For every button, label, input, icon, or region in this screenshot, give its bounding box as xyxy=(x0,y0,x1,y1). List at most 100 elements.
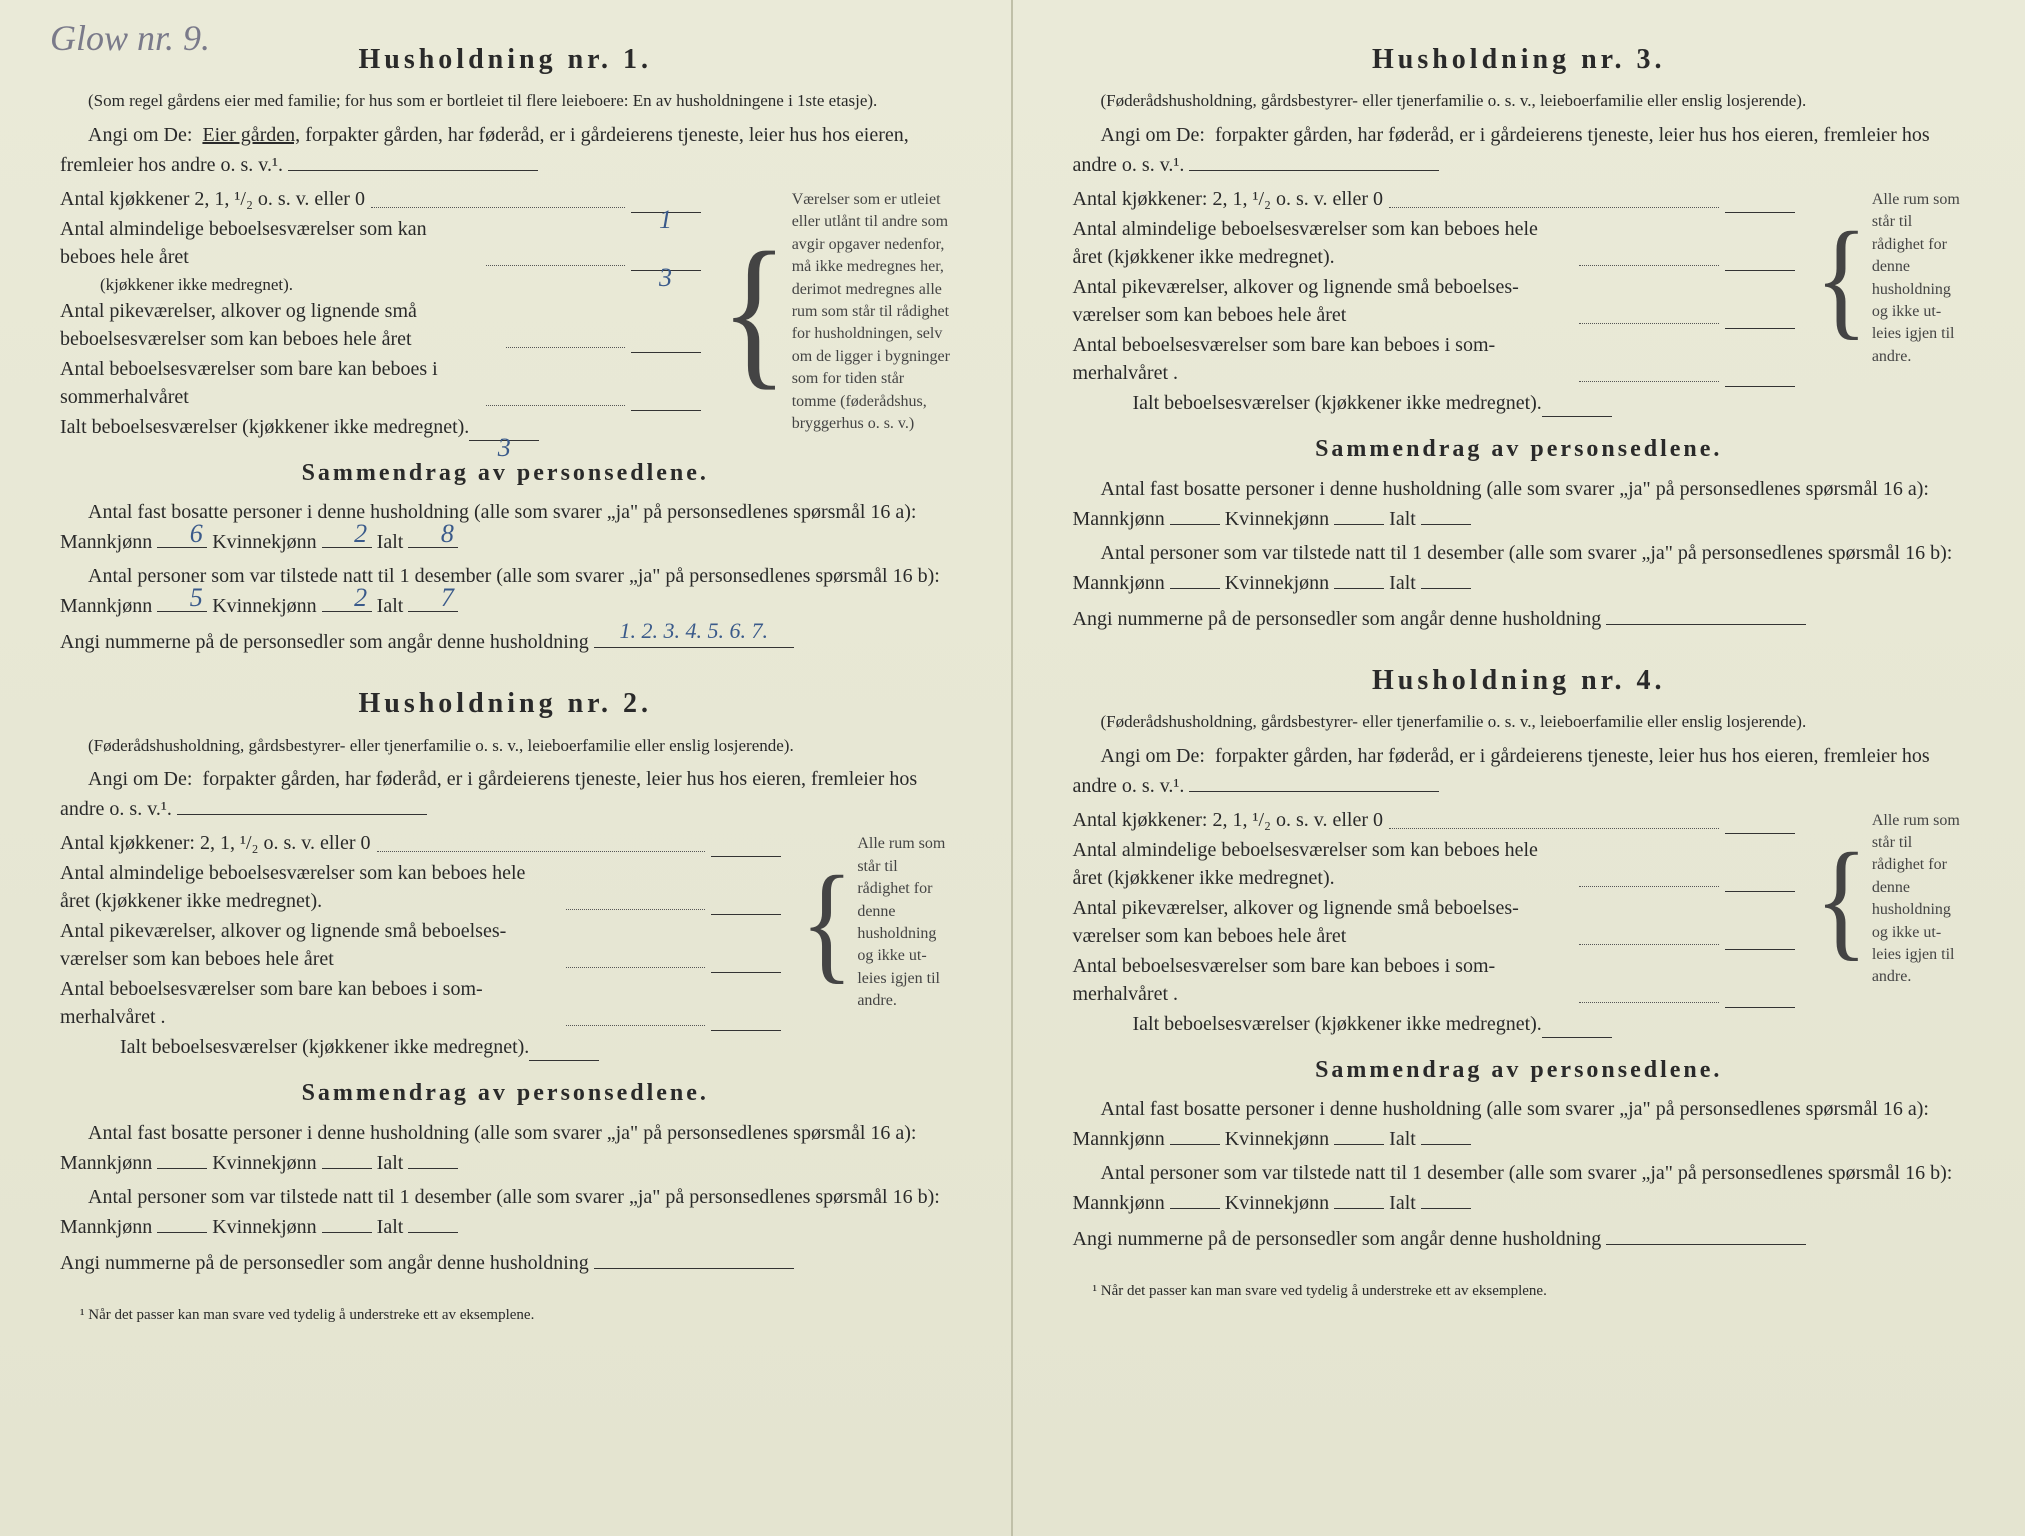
dots xyxy=(1579,944,1720,945)
husholdning-2: Husholdning nr. 2. (Føderådshusholdning,… xyxy=(60,684,951,1277)
h4-lbl-sommer: Antal beboelsesværelser som bare kan beb… xyxy=(1073,952,1573,1008)
lbl-ialt2: Ialt xyxy=(377,531,404,553)
h2-s16a-k[interactable] xyxy=(322,1147,372,1169)
h3-lbl-almin: Antal almindelige beboelsesværelser som … xyxy=(1073,215,1573,271)
hand-kjokken: 1 xyxy=(659,202,672,238)
h2-s16b-m[interactable] xyxy=(157,1211,207,1233)
h2-s16b-i[interactable] xyxy=(408,1211,458,1233)
h2-val-ialt[interactable] xyxy=(529,1060,599,1061)
h2-s16a-m[interactable] xyxy=(157,1147,207,1169)
hand-s16a-i: 8 xyxy=(413,516,454,552)
dots xyxy=(486,265,625,266)
h3-s16a-m[interactable] xyxy=(1170,503,1220,525)
h1-s16b-m[interactable]: 5 xyxy=(157,590,207,612)
h3-nummer-blank[interactable] xyxy=(1606,603,1806,625)
h3-val-ialt[interactable] xyxy=(1542,416,1612,417)
row-ialt: Ialt beboelsesværelser (kjøkkener ikke m… xyxy=(60,413,701,441)
hand-nummer: 1. 2. 3. 4. 5. 6. 7. xyxy=(620,616,769,647)
h2-val-sommer[interactable] xyxy=(711,1030,781,1031)
h1-s16b-k[interactable]: 2 xyxy=(322,590,372,612)
h2-col-main: Antal kjøkkener: 2, 1, ¹/₂ o. s. v. elle… xyxy=(60,829,781,1063)
h4-s16b: Antal personer som var tilstede natt til… xyxy=(1073,1159,1966,1217)
h4-val-ialt[interactable] xyxy=(1542,1037,1612,1038)
lbl-kvinne: Kvinnekjønn xyxy=(1225,1192,1329,1214)
h2-sidenote: Alle rum som står til rådighet for denne… xyxy=(857,833,950,1012)
h4-row-sommer: Antal beboelsesværelser som bare kan beb… xyxy=(1073,952,1796,1008)
h4-col-main: Antal kjøkkener: 2, 1, ¹/₂ o. s. v. elle… xyxy=(1073,806,1796,1040)
h3-note: (Føderådshusholdning, gårdsbestyrer- ell… xyxy=(1073,89,1966,113)
h4-summary-title: Sammendrag av personsedlene. xyxy=(1073,1054,1966,1088)
h4-s16b-i[interactable] xyxy=(1421,1187,1471,1209)
h4-s16a-m[interactable] xyxy=(1170,1123,1220,1145)
husholdning-1: Husholdning nr. 1. (Som regel gårdens ei… xyxy=(60,40,951,656)
h3-s16b-i[interactable] xyxy=(1421,567,1471,589)
h4-s16b-m[interactable] xyxy=(1170,1187,1220,1209)
h4-val-sommer[interactable] xyxy=(1725,1007,1795,1008)
hand-s16b-i: 7 xyxy=(413,580,454,616)
husholdning-4: Husholdning nr. 4. (Føderådshusholdning,… xyxy=(1073,661,1966,1254)
lbl-kvinne2: Kvinnekjønn xyxy=(212,595,316,617)
val-sommer[interactable] xyxy=(631,410,701,411)
h2-s16a-i[interactable] xyxy=(408,1147,458,1169)
h4-s16a-i[interactable] xyxy=(1421,1123,1471,1145)
h2-sidenote-col: {Alle rum som står til rådighet for denn… xyxy=(801,829,951,1063)
h3-s16a-i[interactable] xyxy=(1421,503,1471,525)
h3-s16b-k[interactable] xyxy=(1334,567,1384,589)
dots xyxy=(1579,381,1720,382)
h2-val-kjokken[interactable] xyxy=(711,856,781,857)
h3-two-col: Antal kjøkkener: 2, 1, ¹/₂ o. s. v. elle… xyxy=(1073,185,1966,419)
hand-s16b-k: 2 xyxy=(326,580,367,616)
almin-sub: (kjøkkener ikke medregnet). xyxy=(60,273,701,297)
h4-s16b-k[interactable] xyxy=(1334,1187,1384,1209)
h1-s16a-k[interactable]: 2 xyxy=(322,526,372,548)
h2-s16b-k[interactable] xyxy=(322,1211,372,1233)
lbl-ialt: Ialt beboelsesværelser (kjøkkener ikke m… xyxy=(60,413,469,441)
h2-val-almin[interactable] xyxy=(711,914,781,915)
h1-angiom-underline: Eier gården, xyxy=(202,124,300,146)
h3-val-kjokken[interactable] xyxy=(1725,212,1795,213)
h4-sidenote-col: {Alle rum som står til rådighet for denn… xyxy=(1815,806,1965,1040)
h3-angiom-blank[interactable] xyxy=(1189,149,1439,171)
val-kjokken[interactable]: 1 xyxy=(631,212,701,213)
val-ialt[interactable]: 3 xyxy=(469,440,539,441)
h1-angiom-blank[interactable] xyxy=(288,149,538,171)
h2-val-pike[interactable] xyxy=(711,972,781,973)
h4-val-pike[interactable] xyxy=(1725,949,1795,950)
h4-angiom: Angi om De: forpakter gården, har føderå… xyxy=(1073,742,1966,800)
dots xyxy=(486,405,625,406)
hand-s16b-m: 5 xyxy=(162,580,203,616)
h2-angiom-blank[interactable] xyxy=(177,793,427,815)
brace-icon: { xyxy=(1815,171,1868,386)
h1-s16a-m[interactable]: 6 xyxy=(157,526,207,548)
h1-nummer-val[interactable]: 1. 2. 3. 4. 5. 6. 7. xyxy=(594,626,794,648)
h3-s16b-m[interactable] xyxy=(1170,567,1220,589)
footnote-right: ¹ Når det passer kan man svare ved tydel… xyxy=(1073,1281,1966,1302)
lbl-ialt: Ialt xyxy=(1389,508,1416,530)
h4-angiom-blank[interactable] xyxy=(1189,770,1439,792)
val-almin[interactable]: 3 xyxy=(631,270,701,271)
h4-angiom-pre: Angi om De: xyxy=(1101,745,1205,767)
h4-s16a-k[interactable] xyxy=(1334,1123,1384,1145)
h3-row-almin: Antal almindelige beboelsesværelser som … xyxy=(1073,215,1796,271)
h4-nummer-blank[interactable] xyxy=(1606,1223,1806,1245)
lbl-ialt: Ialt xyxy=(377,1216,404,1238)
h1-note: (Som regel gårdens eier med familie; for… xyxy=(60,89,951,113)
lbl-almin: Antal almindelige beboelsesværelser som … xyxy=(60,215,480,271)
lbl-kvinne: Kvinnekjønn xyxy=(212,531,316,553)
lbl-ialt3: Ialt xyxy=(377,595,404,617)
h4-lbl-kjokken: Antal kjøkkener: 2, 1, ¹/₂ o. s. v. elle… xyxy=(1073,806,1384,834)
h3-val-pike[interactable] xyxy=(1725,328,1795,329)
h4-val-almin[interactable] xyxy=(1725,891,1795,892)
h2-nummer-blank[interactable] xyxy=(594,1247,794,1269)
lbl-kvinne: Kvinnekjønn xyxy=(212,1152,316,1174)
h4-val-kjokken[interactable] xyxy=(1725,833,1795,834)
row-sommer: Antal beboelsesværelser som bare kan be­… xyxy=(60,355,701,411)
val-pike[interactable] xyxy=(631,352,701,353)
brace-icon: { xyxy=(721,164,788,460)
h3-val-sommer[interactable] xyxy=(1725,386,1795,387)
h1-s16a-i[interactable]: 8 xyxy=(408,526,458,548)
h1-s16b-i[interactable]: 7 xyxy=(408,590,458,612)
h4-row-pike: Antal pikeværelser, alkover og lignende … xyxy=(1073,894,1796,950)
h3-s16a-k[interactable] xyxy=(1334,503,1384,525)
h3-val-almin[interactable] xyxy=(1725,270,1795,271)
